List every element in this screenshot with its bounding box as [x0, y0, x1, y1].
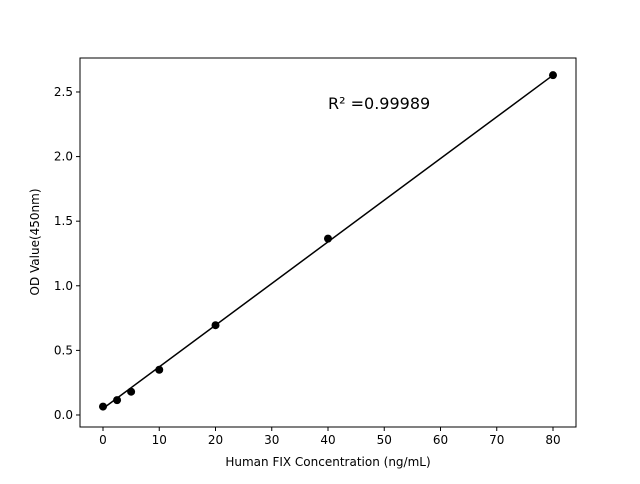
x-tick-label: 30 [264, 433, 279, 447]
x-tick-label: 80 [545, 433, 560, 447]
x-axis-label: Human FIX Concentration (ng/mL) [225, 455, 430, 469]
x-tick-label: 10 [152, 433, 167, 447]
y-tick-label: 0.0 [54, 408, 73, 422]
data-point [211, 321, 220, 330]
data-point [324, 234, 332, 243]
y-tick-label: 0.5 [54, 343, 73, 357]
data-point [127, 387, 136, 396]
y-tick-label: 2.0 [54, 150, 73, 164]
x-tick-label: 20 [208, 433, 223, 447]
data-point [155, 365, 164, 374]
annotation: R² =0.99989 [328, 94, 430, 113]
data-point [99, 402, 108, 411]
data-point [113, 396, 122, 405]
y-tick-label: 1.5 [54, 214, 73, 228]
y-axis-label: OD Value(450nm) [28, 188, 42, 295]
x-tick-label: 60 [433, 433, 448, 447]
y-tick-label: 2.5 [54, 85, 73, 99]
x-tick-label: 0 [99, 433, 107, 447]
data-point [548, 71, 557, 80]
y-tick-label: 1.0 [54, 279, 73, 293]
x-tick-label: 70 [489, 433, 504, 447]
x-tick-label: 40 [320, 433, 335, 447]
x-tick-label: 50 [377, 433, 392, 447]
